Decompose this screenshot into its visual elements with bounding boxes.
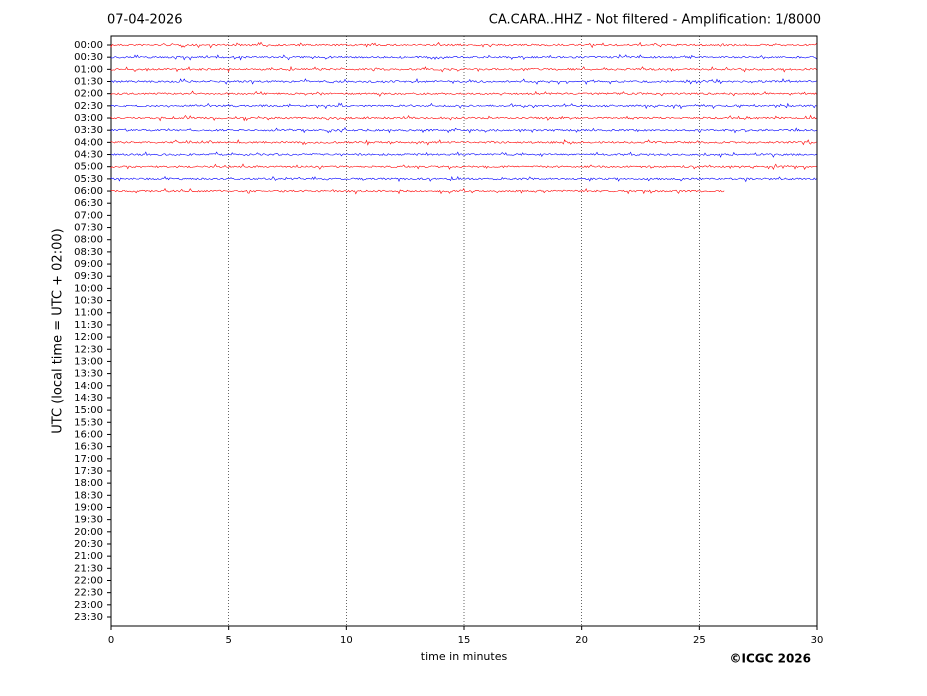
y-tick-label: 08:00 — [74, 235, 103, 246]
trace — [110, 187, 725, 195]
y-tick-label: 04:00 — [74, 137, 103, 148]
y-tick-label: 06:00 — [74, 186, 103, 197]
y-axis-label: UTC (local time = UTC + 02:00) — [51, 228, 66, 433]
y-tick-label: 21:00 — [74, 551, 103, 562]
y-tick-label: 11:00 — [74, 308, 103, 319]
y-tick-label: 22:30 — [74, 588, 103, 599]
y-tick-label: 10:00 — [74, 283, 103, 294]
y-tick-label: 09:30 — [74, 271, 103, 282]
y-tick-label: 12:00 — [74, 332, 103, 343]
y-tick-label: 14:00 — [74, 381, 103, 392]
y-tick-label: 00:30 — [74, 52, 103, 63]
trace — [110, 78, 817, 85]
y-tick-label: 17:00 — [74, 454, 103, 465]
y-tick-label: 20:30 — [74, 539, 103, 550]
y-tick-label: 05:00 — [74, 162, 103, 173]
x-tick-label: 25 — [693, 635, 706, 646]
y-tick-label: 13:30 — [74, 369, 103, 380]
trace — [110, 102, 817, 110]
y-tick-label: 07:30 — [74, 223, 103, 234]
y-tick-label: 17:30 — [74, 466, 103, 477]
y-tick-label: 00:00 — [74, 40, 103, 51]
y-tick-label: 08:30 — [74, 247, 103, 258]
x-tick-label: 0 — [108, 635, 114, 646]
copyright: ©ICGC 2026 — [729, 652, 811, 666]
chart-title: 07-04-2026 — [107, 13, 183, 28]
trace — [110, 90, 817, 97]
y-tick-label: 12:30 — [74, 344, 103, 355]
y-tick-label: 18:30 — [74, 490, 103, 501]
trace — [110, 163, 817, 171]
y-tick-label: 04:30 — [74, 150, 103, 161]
trace — [110, 41, 817, 49]
y-tick-label: 22:00 — [74, 575, 103, 586]
y-tick-label: 21:30 — [74, 563, 103, 574]
y-tick-label: 01:00 — [74, 64, 103, 75]
y-tick-label: 07:00 — [74, 210, 103, 221]
y-tick-label: 20:00 — [74, 527, 103, 538]
y-tick-label: 14:30 — [74, 393, 103, 404]
chart-subtitle: CA.CARA..HHZ - Not filtered - Amplificat… — [489, 13, 821, 28]
y-tick-label: 15:00 — [74, 405, 103, 416]
y-tick-label: 19:30 — [74, 515, 103, 526]
y-tick-label: 16:30 — [74, 442, 103, 453]
y-tick-label: 03:00 — [74, 113, 103, 124]
y-tick-label: 13:00 — [74, 356, 103, 367]
y-tick-label: 19:00 — [74, 502, 103, 513]
x-tick-label: 20 — [575, 635, 588, 646]
x-axis-label: time in minutes — [421, 650, 508, 663]
x-tick-label: 30 — [811, 635, 824, 646]
trace — [110, 126, 817, 134]
y-tick-label: 23:00 — [74, 600, 103, 611]
y-tick-label: 02:30 — [74, 101, 103, 112]
y-tick-label: 10:30 — [74, 296, 103, 307]
y-tick-label: 11:30 — [74, 320, 103, 331]
y-tick-label: 16:00 — [74, 429, 103, 440]
trace — [110, 175, 817, 183]
y-tick-label: 18:00 — [74, 478, 103, 489]
y-tick-label: 23:30 — [74, 612, 103, 623]
y-tick-label: 06:30 — [74, 198, 103, 209]
trace — [110, 53, 817, 61]
y-tick-label: 05:30 — [74, 174, 103, 185]
trace — [110, 65, 817, 73]
x-tick-label: 5 — [225, 635, 231, 646]
y-tick-label: 03:30 — [74, 125, 103, 136]
trace — [110, 139, 817, 146]
trace — [110, 114, 817, 122]
y-tick-label: 02:00 — [74, 89, 103, 100]
y-tick-label: 15:30 — [74, 417, 103, 428]
trace — [110, 151, 817, 158]
y-tick-label: 09:00 — [74, 259, 103, 270]
x-tick-label: 10 — [340, 635, 353, 646]
y-tick-label: 01:30 — [74, 77, 103, 88]
x-tick-label: 15 — [458, 635, 471, 646]
